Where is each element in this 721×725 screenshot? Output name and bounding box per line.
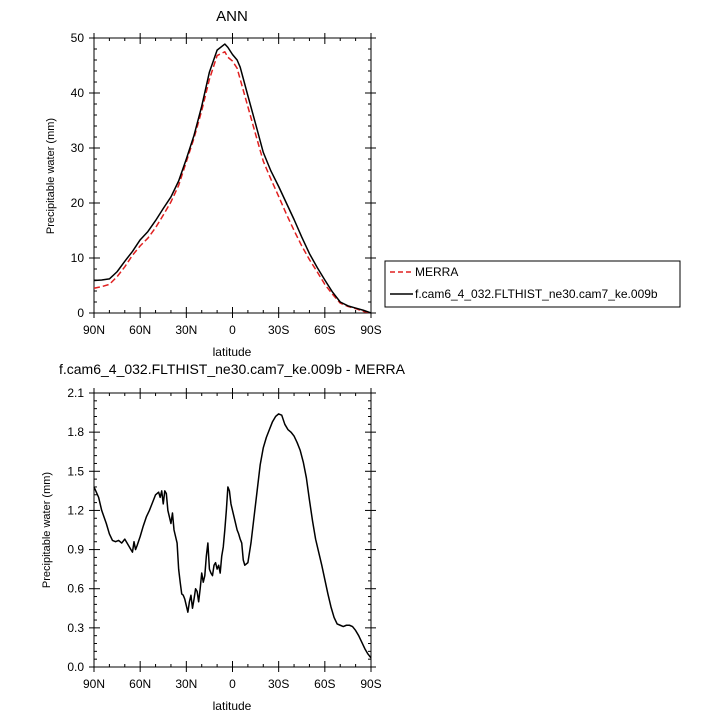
bottom-panel-y-tick-label: 2.1 <box>67 386 84 400</box>
top-panel-x-tick-label: 90S <box>360 323 381 337</box>
bottom-panel-y-tick-label: 1.2 <box>67 503 84 517</box>
bottom-panel-series-line-0 <box>93 413 372 659</box>
top-panel-x-tick-label: 30S <box>268 323 289 337</box>
top-panel-x-tick-label: 60N <box>129 323 151 337</box>
top-panel-x-tick-label: 0 <box>229 323 236 337</box>
bottom-panel-y-tick-label: 0.9 <box>67 543 84 557</box>
bottom-panel-title: f.cam6_4_032.FLTHIST_ne30.cam7_ke.009b -… <box>59 361 406 377</box>
legend: MERRA f.cam6_4_032.FLTHIST_ne30.cam7_ke.… <box>384 260 681 308</box>
bottom-panel-y-tick-label: 0.0 <box>67 660 84 674</box>
top-panel-series-line-1 <box>93 43 372 314</box>
top-panel-series-line-0 <box>93 51 372 314</box>
bottom-panel-x-tick-label: 60S <box>314 677 335 691</box>
bottom-panel-x-axis-label: latitude <box>213 699 252 713</box>
top-panel-x-tick-label: 60S <box>314 323 335 337</box>
bottom-panel-series <box>93 413 372 659</box>
bottom-panel-y-tick-label: 0.6 <box>67 582 84 596</box>
legend-label-model: f.cam6_4_032.FLTHIST_ne30.cam7_ke.009b <box>415 287 658 301</box>
top-panel-y-tick-label: 20 <box>71 196 85 210</box>
bottom-panel-y-tick-label: 1.8 <box>67 425 84 439</box>
bottom-panel-x-tick-label: 90S <box>360 677 381 691</box>
bottom-panel-x-tick-label: 0 <box>229 677 236 691</box>
bottom-panel-y-axis-label: Precipitable water (mm) <box>41 472 53 588</box>
top-panel-series <box>93 43 372 314</box>
top-panel-y-tick-label: 40 <box>71 86 85 100</box>
legend-box <box>384 260 681 308</box>
top-panel-y-tick-label: 50 <box>71 31 85 45</box>
top-panel-x-tick-label: 30N <box>175 323 197 337</box>
top-panel-x-tick-label: 90N <box>83 323 105 337</box>
bottom-panel-frame <box>93 392 372 668</box>
top-panel-title: ANN <box>216 8 248 25</box>
legend-label-merra: MERRA <box>415 265 458 279</box>
bottom-panel-x-tick-label: 60N <box>129 677 151 691</box>
top-panel-y-tick-label: 30 <box>71 141 85 155</box>
top-panel-x-axis-label: latitude <box>213 345 252 359</box>
bottom-panel-x-tick-label: 30N <box>175 677 197 691</box>
bottom-panel-y-tick-label: 1.5 <box>67 464 84 478</box>
bottom-panel-y-tick-label: 0.3 <box>67 621 84 635</box>
top-panel-frame <box>93 37 372 314</box>
bottom-panel-x-tick-label: 90N <box>83 677 105 691</box>
bottom-panel-ticks: 90N 60N 30N 0 30S 60S 90S 0.0 0.3 0.6 0.9 1.2 1.5 1.8… <box>67 386 381 691</box>
top-panel-y-axis-label: Precipitable water (mm) <box>45 118 57 234</box>
top-panel-y-tick-label: 10 <box>71 251 85 265</box>
bottom-panel-x-tick-label: 30S <box>268 677 289 691</box>
top-panel-ticks: 90N 60N 30N 0 30S 60S 90S 0 10 20 30 40 50 <box>71 31 382 337</box>
top-panel-y-tick-label: 0 <box>77 306 84 320</box>
